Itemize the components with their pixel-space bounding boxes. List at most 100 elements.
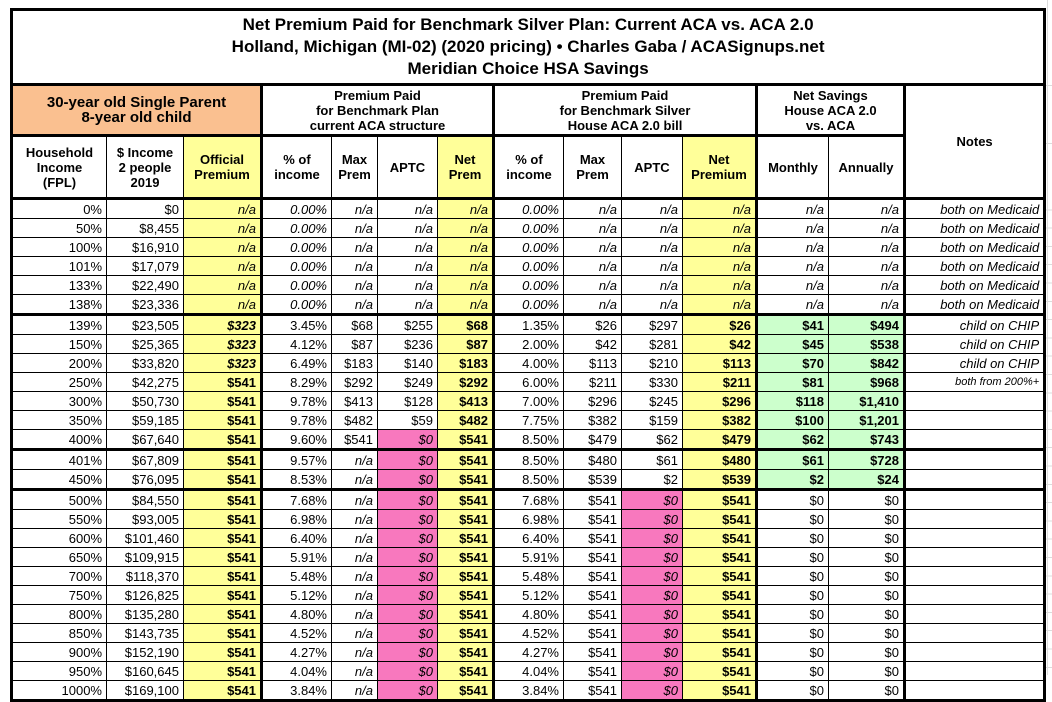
cell-aca-aptc: $236 [377,334,438,354]
table-row: 200% $33,820 $323 6.49% $183 $140 $183 4.00% $11… [11,353,1046,373]
cell-aca2-net: $296 [682,391,758,411]
cell-aca-max: n/a [331,547,378,567]
cell-savings-annually: n/a [828,218,906,238]
table-row: 139% $23,505 $323 3.45% $68 $255 $68 1.35% $26 $2… [11,314,1046,335]
cell-savings-monthly: $0 [756,642,829,662]
sub-header-row: Household Income (FPL) $ Income 2 people… [11,135,1045,200]
cell-aca2-net: n/a [682,275,758,295]
cell-fpl: 1000% [11,680,107,701]
cell-savings-annually: $0 [828,489,906,510]
cell-savings-monthly: $0 [756,680,829,701]
cell-aca2-aptc: $330 [621,372,683,392]
table-row: 850% $143,735 $541 4.52% n/a $0 $541 4.52% $541 $… [11,623,1046,643]
cell-savings-monthly: $81 [756,372,829,392]
cell-official: $541 [183,642,263,662]
cell-official: $541 [183,528,263,548]
table-row: 50% $8,455 n/a 0.00% n/a n/a n/a 0.00% n/a n/a n/a… [11,218,1046,238]
cell-income: $76,095 [106,469,184,491]
cell-official: n/a [183,198,263,219]
cell-aca2-max: n/a [563,275,622,295]
cell-official: $541 [183,429,263,451]
cell-aca-aptc: $0 [377,528,438,548]
column-header-aca2-pct: % of income [493,135,564,200]
cell-aca2-aptc: $0 [621,680,683,701]
cell-income: $0 [106,198,184,219]
cell-aca-net: n/a [437,256,495,276]
cell-aca-max: n/a [331,449,378,470]
cell-fpl: 750% [11,585,107,605]
cell-aca-aptc: $0 [377,623,438,643]
cell-aca-max: n/a [331,680,378,701]
group-header-aca-2-0: Premium Paid for Benchmark Silver House … [493,84,758,137]
cell-aca-net: n/a [437,275,495,295]
cell-savings-annually: n/a [828,256,906,276]
cell-fpl: 900% [11,642,107,662]
cell-savings-annually: $0 [828,509,906,529]
cell-aca-max: $482 [331,410,378,430]
cell-note: child on CHIP [903,353,1046,373]
cell-aca2-aptc: n/a [621,218,683,238]
cell-fpl: 401% [11,449,107,470]
cell-aca-net: $541 [437,566,495,586]
cell-fpl: 0% [11,198,107,219]
cell-savings-monthly: $0 [756,623,829,643]
cell-aca-net: $541 [437,585,495,605]
cell-aca2-pct: 4.52% [493,623,564,643]
cell-aca-max: $68 [331,314,378,335]
cell-aca-pct: 6.49% [261,353,332,373]
cell-income: $152,190 [106,642,184,662]
cell-fpl: 850% [11,623,107,643]
cell-fpl: 300% [11,391,107,411]
column-header-aca-max-prem: Max Prem [331,135,378,200]
column-header-aca2-net-premium: Net Premium [682,135,758,200]
cell-aca2-max: $480 [563,449,622,470]
cell-aca2-pct: 0.00% [493,237,564,257]
group-header-net-savings: Net Savings House ACA 2.0 vs. ACA [756,84,906,137]
cell-aca-max: n/a [331,256,378,276]
cell-aca2-net: n/a [682,218,758,238]
cell-official: $541 [183,623,263,643]
cell-aca2-max: $211 [563,372,622,392]
table-row: 250% $42,275 $541 8.29% $292 $249 $292 6.00% $21… [11,372,1046,392]
cell-aca2-net: $541 [682,604,758,624]
cell-income: $8,455 [106,218,184,238]
cell-aca2-aptc: $297 [621,314,683,335]
cell-aca-aptc: $255 [377,314,438,335]
cell-aca-max: n/a [331,623,378,643]
cell-note: both on Medicaid [903,218,1046,238]
cell-aca-net: $292 [437,372,495,392]
cell-fpl: 650% [11,547,107,567]
cell-note [903,528,1046,548]
cell-savings-annually: n/a [828,275,906,295]
cell-official: $541 [183,585,263,605]
cell-aca-pct: 4.52% [261,623,332,643]
cell-aca-aptc: $0 [377,642,438,662]
cell-aca-aptc: $128 [377,391,438,411]
cell-note [903,566,1046,586]
cell-aca2-aptc: $0 [621,509,683,529]
cell-fpl: 600% [11,528,107,548]
cell-savings-monthly: $0 [756,509,829,529]
cell-official: $541 [183,680,263,701]
cell-aca-pct: 8.29% [261,372,332,392]
cell-official: $323 [183,314,263,335]
cell-note [903,604,1046,624]
table-row: 900% $152,190 $541 4.27% n/a $0 $541 4.27% $541 $… [11,642,1046,662]
table-row: 550% $93,005 $541 6.98% n/a $0 $541 6.98% $541 $0… [11,509,1046,529]
table-row: 0% $0 n/a 0.00% n/a n/a n/a 0.00% n/a n/a n/a n/a n/… [11,198,1046,219]
cell-savings-annually: n/a [828,198,906,219]
cell-aca-net: $541 [437,509,495,529]
cell-fpl: 133% [11,275,107,295]
cell-official: $541 [183,489,263,510]
cell-aca-aptc: n/a [377,275,438,295]
cell-aca-net: n/a [437,237,495,257]
cell-savings-annually: $0 [828,661,906,681]
cell-aca2-aptc: $61 [621,449,683,470]
cell-aca-net: n/a [437,218,495,238]
cell-aca-max: n/a [331,237,378,257]
cell-aca-aptc: n/a [377,218,438,238]
table-row: 101% $17,079 n/a 0.00% n/a n/a n/a 0.00% n/a n/a n… [11,256,1046,276]
cell-note: both on Medicaid [903,256,1046,276]
cell-aca-pct: 0.00% [261,275,332,295]
cell-aca2-net: $539 [682,469,758,491]
